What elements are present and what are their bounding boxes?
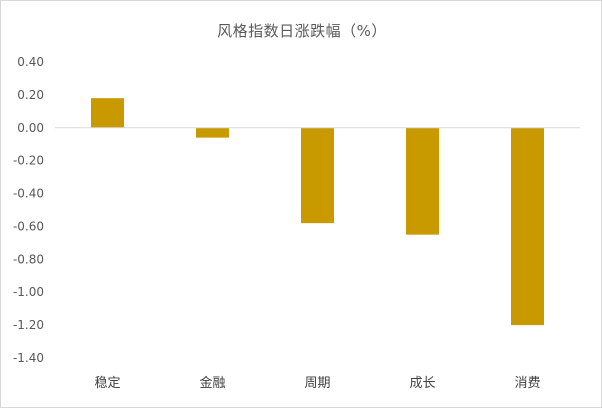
bar-0: [91, 98, 124, 128]
category-label: 消费: [514, 376, 540, 391]
bar-3: [406, 127, 439, 235]
y-tick-label: -1.00: [13, 285, 44, 299]
y-tick-label: 0.20: [17, 88, 44, 102]
bar-1: [196, 127, 229, 138]
y-tick-label: 0.00: [17, 121, 44, 135]
chart-title: 风格指数日涨跌幅（%）: [217, 22, 387, 40]
y-tick-label: -1.20: [13, 318, 44, 332]
category-label: 金融: [199, 375, 225, 391]
category-label: 周期: [304, 376, 330, 391]
y-tick-label: -0.80: [13, 252, 44, 266]
y-tick-label: -0.20: [13, 154, 44, 168]
category-label: 稳定: [94, 375, 120, 391]
category-labels: 稳定 金融 周期 成长 消费: [94, 375, 540, 391]
y-tick-label: 0.40: [17, 55, 44, 69]
bars: [91, 98, 544, 326]
y-tick-label: -0.60: [13, 219, 44, 233]
bar-2: [301, 127, 334, 224]
y-axis-ticks: 0.40 0.20 0.00 -0.20 -0.40 -0.60 -0.80 -1.00 -1.…: [13, 55, 44, 365]
category-label: 成长: [409, 376, 435, 391]
y-tick-label: -1.40: [13, 351, 44, 365]
bar-4: [511, 127, 544, 326]
y-tick-label: -0.40: [13, 187, 44, 201]
